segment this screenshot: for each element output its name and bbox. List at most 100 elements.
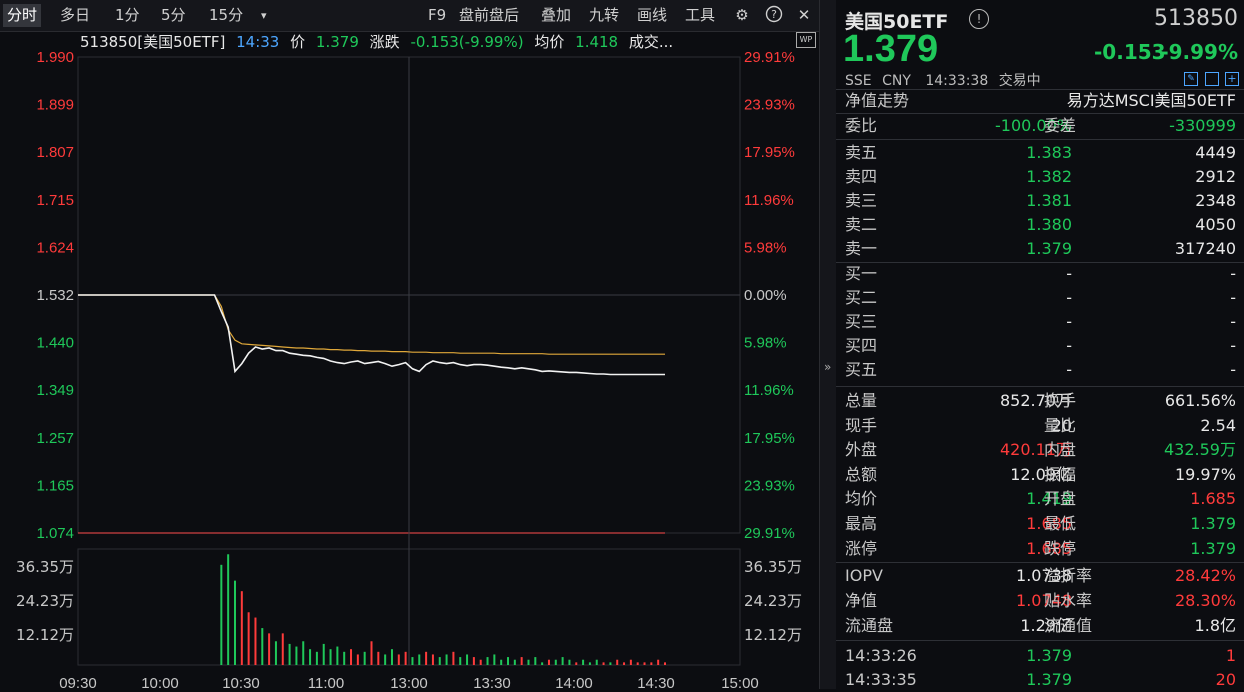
stat-value: 2.54 (1200, 415, 1236, 435)
draw-line-button[interactable]: 画线 (637, 6, 668, 24)
x-tick-label: 10:00 (141, 675, 179, 689)
stat-row: 现手 20 量比 2.54 (836, 414, 1244, 438)
bid-row: 买二 - - (836, 286, 1244, 310)
stat-value: 1.0738 (1016, 566, 1072, 585)
ask-volume: 4449 (1195, 143, 1236, 162)
bid-row: 买三 - - (836, 310, 1244, 334)
ask-price: 1.381 (1026, 191, 1072, 210)
tick-price: 1.379 (1026, 646, 1072, 665)
volume-bar (322, 643, 325, 665)
volume-bar (445, 654, 448, 665)
tab-multiday[interactable]: 多日 (60, 6, 91, 24)
bid-row: 买四 - - (836, 334, 1244, 358)
volume-bar (527, 659, 530, 665)
tab-15min[interactable]: 15分 (209, 6, 244, 24)
stat-label: 溢折率 (1044, 566, 1093, 585)
ask-row: 卖三 1.381 2348 (836, 189, 1244, 213)
info-icon[interactable]: ! (969, 9, 989, 29)
stat-row: 最高 1.685 最低 1.379 (836, 512, 1244, 536)
security-code: 513850 (1154, 6, 1238, 31)
volume-bar (418, 654, 421, 665)
stat-value: 20 (1051, 415, 1072, 435)
bid-volume: - (1230, 312, 1236, 331)
y-right-tick-label: 29.91% (744, 525, 795, 542)
time-label: 14:33 (236, 33, 280, 51)
bid-price: - (1066, 312, 1072, 331)
y-tick-label: 1.165 (36, 477, 74, 494)
tab-5min[interactable]: 5分 (161, 6, 186, 24)
currency: CNY (882, 73, 911, 89)
volume-bar (547, 659, 550, 665)
ask-level-label: 卖四 (845, 167, 878, 186)
bid-volume: - (1230, 336, 1236, 355)
volume-bar (507, 657, 510, 665)
tab-intraday[interactable]: 分时 (3, 4, 42, 27)
market-code: SSE (845, 73, 872, 89)
expand-icon[interactable]: » (824, 360, 832, 374)
premarket-button[interactable]: 盘前盘后 (459, 6, 520, 24)
edit-icon[interactable]: ✎ (1184, 72, 1198, 86)
volume-bar (588, 662, 591, 665)
market-line: SSE CNY 14:33:38 交易中 (845, 70, 1041, 90)
stat-value: 661.56% (1164, 391, 1236, 410)
stat-row: 总额 12.09亿 振幅 19.97% (836, 463, 1244, 487)
volume-bar (616, 659, 619, 665)
volume-bar (404, 651, 407, 665)
nav-trend-link[interactable]: 净值走势 (845, 91, 910, 110)
help-icon[interactable]: ? (764, 5, 784, 25)
stat-label: 振幅 (1044, 464, 1077, 484)
y-right-tick-label: 23.93% (744, 97, 795, 114)
period-dropdown-icon[interactable]: ▾ (261, 9, 267, 22)
volume-tick-label: 24.23万 (16, 592, 74, 610)
avg-value: 1.418 (575, 33, 619, 51)
add-icon[interactable]: + (1225, 72, 1239, 86)
tick-row: 14:33:26 1.379 1 (836, 644, 1244, 668)
avg-label: 均价 (534, 33, 565, 51)
tick-volume: 1 (1225, 646, 1236, 665)
volume-bar (568, 659, 571, 665)
gear-icon[interactable]: ⚙ (735, 6, 749, 24)
volume-right-tick-label: 24.23万 (744, 592, 802, 610)
price-value: 1.379 (315, 33, 359, 51)
volume-bar (295, 646, 298, 665)
stat-label: 内盘 (1044, 440, 1077, 460)
ask-row: 卖二 1.380 4050 (836, 213, 1244, 237)
wp-badge-icon[interactable]: WP (796, 32, 816, 48)
stat-value: 1.8亿 (1194, 616, 1236, 635)
stat-value: 1.379 (1190, 514, 1236, 533)
tab-1min[interactable]: 1分 (115, 6, 140, 24)
f9-button[interactable]: F9 (428, 6, 447, 24)
x-tick-label: 14:30 (637, 675, 675, 689)
volume-bar (309, 649, 312, 665)
volume-bar (575, 662, 578, 665)
bid-volume: - (1230, 288, 1236, 307)
stat-value: 1.0748 (1016, 591, 1072, 610)
volume-bar (411, 657, 414, 665)
bid-row: 买一 - - (836, 262, 1244, 286)
quote-panel: 美国50ETF ! 513850 1.379 -0.153 -9.99% SSE… (836, 0, 1244, 689)
close-icon[interactable]: ✕ (797, 6, 811, 24)
volume-bar (431, 654, 434, 665)
volume-bar (609, 662, 612, 665)
tools-button[interactable]: 工具 (685, 6, 716, 24)
nine-turn-button[interactable]: 九转 (589, 6, 620, 24)
volume-bar (466, 654, 469, 665)
bid-price: - (1066, 336, 1072, 355)
bid-volume: - (1230, 264, 1236, 283)
nav-row[interactable]: 净值走势 易方达MSCI美国50ETF (836, 89, 1244, 113)
volume-bar (486, 657, 489, 665)
big-change: -0.153 (1094, 40, 1166, 64)
stat-row: 均价 1.419 开盘 1.685 (836, 487, 1244, 511)
ask-row: 卖四 1.382 2912 (836, 165, 1244, 189)
overlay-button[interactable]: 叠加 (541, 6, 572, 24)
ask-level-label: 卖三 (845, 191, 878, 210)
window-icon[interactable] (1205, 72, 1219, 86)
bid-volume: - (1230, 360, 1236, 379)
volume-bar (650, 662, 653, 665)
y-right-tick-label: 5.98% (744, 239, 787, 256)
intraday-chart[interactable]: 1.990 29.91% 1.899 23.93% 1.807 17.95% 1.715 11… (0, 31, 819, 689)
tick-time: 14:33:26 (845, 646, 917, 665)
ask-volume: 2912 (1195, 167, 1236, 186)
stat-value: 12.09亿 (1010, 464, 1072, 484)
ask-price: 1.383 (1026, 143, 1072, 162)
